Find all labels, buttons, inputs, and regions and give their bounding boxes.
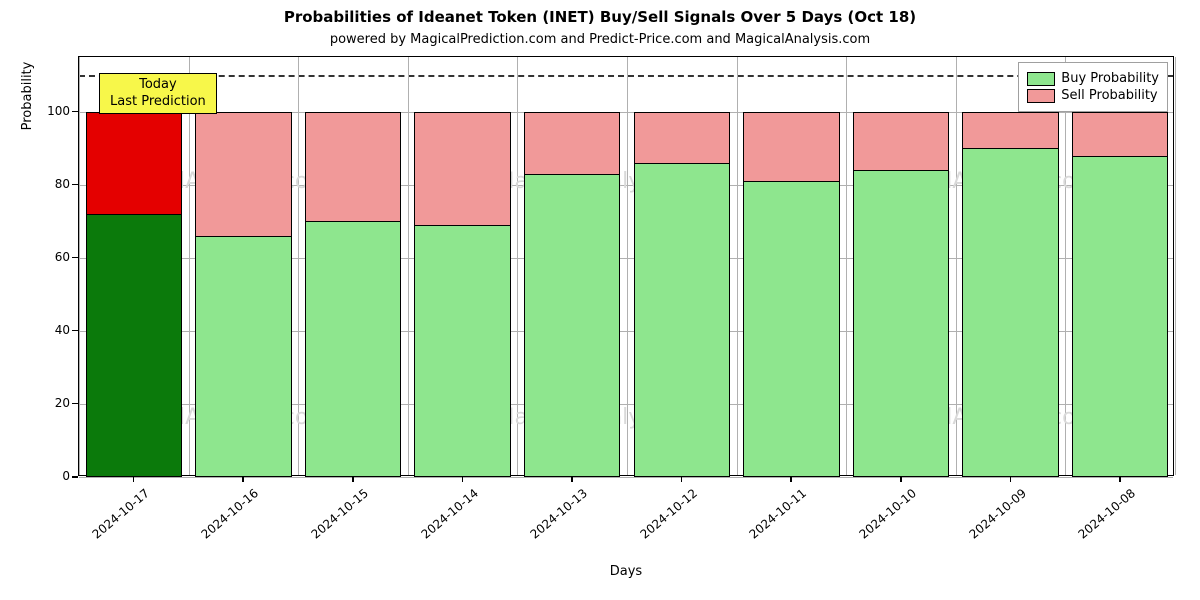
y-tick-mark bbox=[72, 111, 78, 113]
grid-line bbox=[189, 57, 190, 475]
y-tick-mark bbox=[72, 184, 78, 186]
bar-buy bbox=[414, 225, 510, 477]
grid-line bbox=[79, 57, 80, 475]
bar-buy bbox=[962, 148, 1058, 477]
grid-line bbox=[1065, 57, 1066, 475]
y-tick-mark bbox=[72, 476, 78, 478]
x-tick-mark bbox=[133, 476, 135, 482]
x-tick-mark bbox=[352, 476, 354, 482]
grid-line bbox=[517, 57, 518, 475]
y-tick-label: 100 bbox=[30, 104, 70, 118]
x-tick-label: 2024-10-11 bbox=[731, 486, 809, 555]
x-tick-label: 2024-10-10 bbox=[841, 486, 919, 555]
y-tick-label: 40 bbox=[30, 323, 70, 337]
x-tick-mark bbox=[1119, 476, 1121, 482]
x-tick-label: 2024-10-17 bbox=[74, 486, 152, 555]
grid-line bbox=[956, 57, 957, 475]
x-tick-mark bbox=[462, 476, 464, 482]
y-tick-label: 60 bbox=[30, 250, 70, 264]
x-axis-label: Days bbox=[78, 564, 1174, 579]
y-tick-label: 80 bbox=[30, 177, 70, 191]
y-tick-label: 20 bbox=[30, 396, 70, 410]
x-tick-label: 2024-10-14 bbox=[403, 486, 481, 555]
plot-area: MagicalAnalysis.comMagicalAnalysis.comMa… bbox=[78, 56, 1174, 476]
figure: Probabilities of Ideanet Token (INET) Bu… bbox=[0, 0, 1200, 600]
annotation-line: Today bbox=[110, 77, 206, 93]
bar-buy bbox=[1072, 156, 1168, 477]
x-tick-label: 2024-10-09 bbox=[951, 486, 1029, 555]
x-tick-mark bbox=[681, 476, 683, 482]
bar-buy bbox=[524, 174, 620, 477]
legend-item: Sell Probability bbox=[1027, 88, 1159, 103]
grid-line bbox=[627, 57, 628, 475]
bar-buy bbox=[195, 236, 291, 477]
legend-label: Sell Probability bbox=[1061, 88, 1157, 103]
grid-line bbox=[1175, 57, 1176, 475]
x-tick-mark bbox=[790, 476, 792, 482]
grid-line bbox=[737, 57, 738, 475]
x-tick-label: 2024-10-16 bbox=[183, 486, 261, 555]
reference-line bbox=[79, 75, 1173, 77]
annotation-line: Last Prediction bbox=[110, 94, 206, 110]
legend: Buy Probability Sell Probability bbox=[1018, 62, 1168, 112]
legend-swatch bbox=[1027, 72, 1055, 86]
x-tick-mark bbox=[242, 476, 244, 482]
legend-swatch bbox=[1027, 89, 1055, 103]
y-tick-mark bbox=[72, 330, 78, 332]
x-tick-label: 2024-10-08 bbox=[1060, 486, 1138, 555]
chart-subtitle: powered by MagicalPrediction.com and Pre… bbox=[0, 32, 1200, 47]
legend-item: Buy Probability bbox=[1027, 71, 1159, 86]
y-tick-mark bbox=[72, 257, 78, 259]
bar-buy bbox=[853, 170, 949, 477]
x-tick-mark bbox=[571, 476, 573, 482]
x-tick-label: 2024-10-12 bbox=[622, 486, 700, 555]
chart-title: Probabilities of Ideanet Token (INET) Bu… bbox=[0, 8, 1200, 26]
bar-buy bbox=[743, 181, 839, 477]
y-tick-label: 0 bbox=[30, 469, 70, 483]
bar-buy bbox=[86, 214, 182, 477]
x-tick-mark bbox=[900, 476, 902, 482]
grid-line bbox=[298, 57, 299, 475]
y-tick-mark bbox=[72, 403, 78, 405]
today-annotation: TodayLast Prediction bbox=[99, 73, 217, 114]
legend-label: Buy Probability bbox=[1061, 71, 1159, 86]
x-tick-label: 2024-10-15 bbox=[293, 486, 371, 555]
x-tick-label: 2024-10-13 bbox=[512, 486, 590, 555]
x-tick-mark bbox=[1010, 476, 1012, 482]
bar-buy bbox=[634, 163, 730, 477]
grid-line bbox=[846, 57, 847, 475]
grid-line bbox=[408, 57, 409, 475]
bar-buy bbox=[305, 221, 401, 477]
